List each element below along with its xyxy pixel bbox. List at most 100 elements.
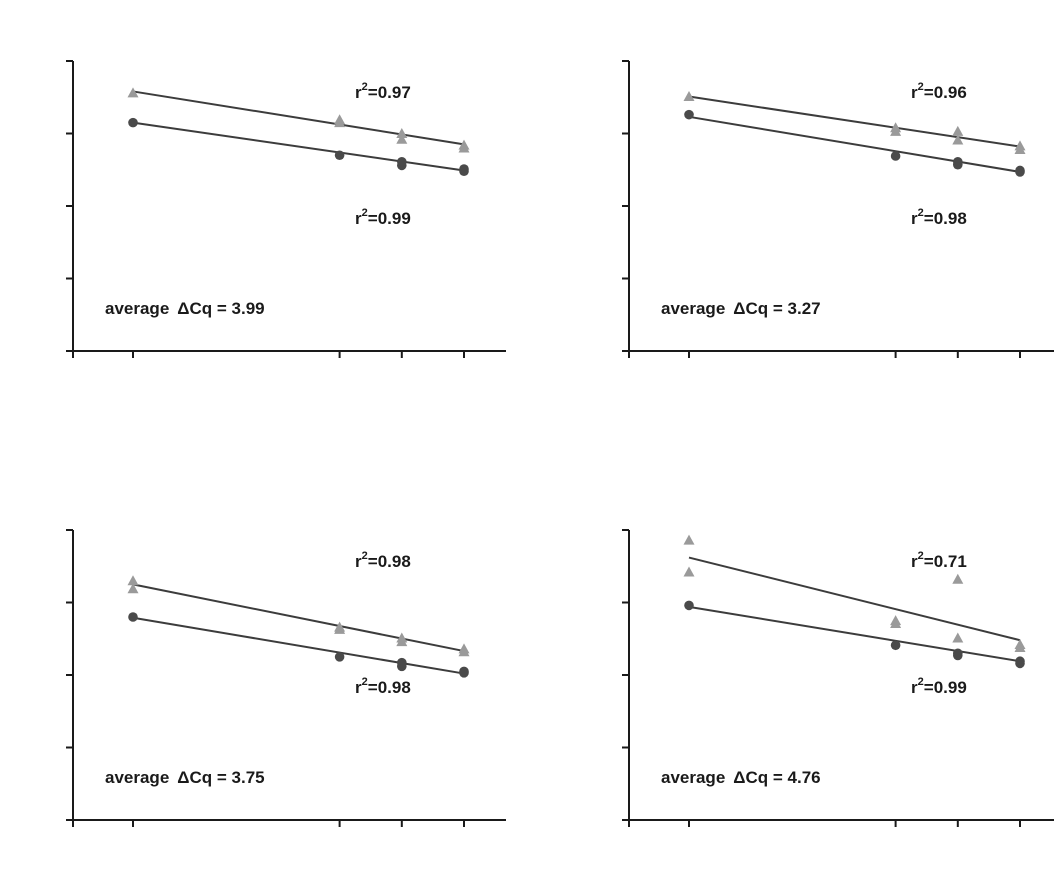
circle-point	[334, 150, 345, 161]
triangle-point	[458, 142, 470, 153]
triangle-point	[458, 646, 470, 657]
r-symbol: r	[355, 678, 362, 697]
regression-line-circle	[132, 616, 465, 675]
average-delta-cq-label: average ΔCq = 4.76	[661, 768, 821, 787]
average-word: average	[661, 299, 725, 318]
r-squared-label-bottom: r2=0.98	[911, 207, 967, 228]
triangle-point	[952, 573, 964, 584]
r-squared-label-top: r2=0.97	[355, 81, 411, 102]
r-squared-value: 0.96	[934, 83, 967, 102]
triangle-point	[952, 632, 964, 643]
circle-point	[128, 612, 138, 622]
r-symbol: r	[911, 209, 918, 228]
average-delta-cq-label: average ΔCq = 3.99	[105, 299, 265, 318]
circle-point	[890, 640, 901, 651]
regression-line-circle	[132, 121, 465, 172]
r-squared-label-bottom: r2=0.99	[355, 207, 411, 228]
superscript-two: 2	[362, 550, 368, 562]
circle-point	[128, 117, 138, 128]
delta-cq-value: ΔCq = 3.99	[177, 299, 264, 318]
circle-point	[397, 160, 407, 171]
delta-cq-value: ΔCq = 3.27	[733, 299, 820, 318]
triangle-point	[952, 134, 964, 145]
superscript-two: 2	[918, 676, 924, 688]
r-squared-value: 0.71	[934, 552, 967, 571]
delta-cq-value: ΔCq = 3.75	[177, 768, 264, 787]
triangle-point	[127, 87, 139, 98]
superscript-two: 2	[362, 207, 368, 219]
equals-sign: =	[924, 678, 934, 697]
r-squared-label-bottom: r2=0.98	[355, 676, 411, 697]
circle-point	[684, 600, 694, 611]
triangle-point	[890, 618, 902, 629]
average-word: average	[105, 299, 169, 318]
r-squared-label-bottom: r2=0.99	[911, 676, 967, 697]
r-squared-label-top: r2=0.96	[911, 81, 967, 102]
equals-sign: =	[368, 209, 378, 228]
equals-sign: =	[368, 83, 378, 102]
r-symbol: r	[911, 83, 918, 102]
equals-sign: =	[368, 678, 378, 697]
equals-sign: =	[924, 552, 934, 571]
equals-sign: =	[368, 552, 378, 571]
triangle-point	[396, 128, 408, 138]
average-delta-cq-label: average ΔCq = 3.75	[105, 768, 265, 787]
superscript-two: 2	[918, 81, 924, 93]
r-squared-value: 0.97	[378, 83, 411, 102]
superscript-two: 2	[918, 207, 924, 219]
delta-cq-value: ΔCq = 4.76	[733, 768, 820, 787]
triangle-point	[1014, 143, 1026, 154]
triangle-point	[396, 636, 408, 647]
average-word: average	[661, 768, 725, 787]
triangle-point	[127, 583, 139, 594]
circle-point	[890, 151, 901, 161]
triangle-point	[396, 133, 408, 144]
superscript-two: 2	[918, 550, 924, 562]
equals-sign: =	[924, 209, 934, 228]
circle-point	[684, 109, 694, 120]
r-squared-value: 0.99	[934, 678, 967, 697]
regression-line-triangle	[132, 583, 465, 653]
circle-point	[953, 159, 963, 170]
average-delta-cq-label: average ΔCq = 3.27	[661, 299, 821, 318]
circle-point	[459, 668, 469, 678]
regression-line-triangle	[132, 90, 465, 146]
regression-line-circle	[688, 605, 1021, 663]
superscript-two: 2	[362, 81, 368, 93]
r-squared-label-top: r2=0.98	[355, 550, 411, 571]
triangle-point	[683, 566, 695, 577]
r-symbol: r	[911, 678, 918, 697]
regression-line-triangle	[688, 556, 1021, 642]
r-symbol: r	[355, 552, 362, 571]
r-squared-label-top: r2=0.71	[911, 550, 967, 571]
triangle-point	[127, 575, 139, 586]
triangle-point	[952, 125, 964, 136]
r-squared-value: 0.99	[378, 209, 411, 228]
r-symbol: r	[355, 83, 362, 102]
circle-point	[334, 652, 345, 662]
circle-point	[1015, 658, 1025, 669]
average-word: average	[105, 768, 169, 787]
triangle-point	[683, 91, 695, 102]
circle-point	[459, 166, 469, 176]
equals-sign: =	[924, 83, 934, 102]
triangle-point	[334, 117, 346, 128]
r-symbol: r	[355, 209, 362, 228]
circle-point	[953, 650, 963, 661]
r-squared-value: 0.98	[378, 678, 411, 697]
triangle-point	[890, 125, 902, 136]
triangle-point	[334, 623, 346, 634]
regression-line-triangle	[688, 95, 1021, 148]
superscript-two: 2	[362, 676, 368, 688]
r-squared-value: 0.98	[378, 552, 411, 571]
triangle-point	[1014, 641, 1026, 652]
triangle-point	[683, 534, 695, 545]
r-squared-value: 0.98	[934, 209, 967, 228]
circle-point	[397, 661, 407, 672]
r-symbol: r	[911, 552, 918, 571]
